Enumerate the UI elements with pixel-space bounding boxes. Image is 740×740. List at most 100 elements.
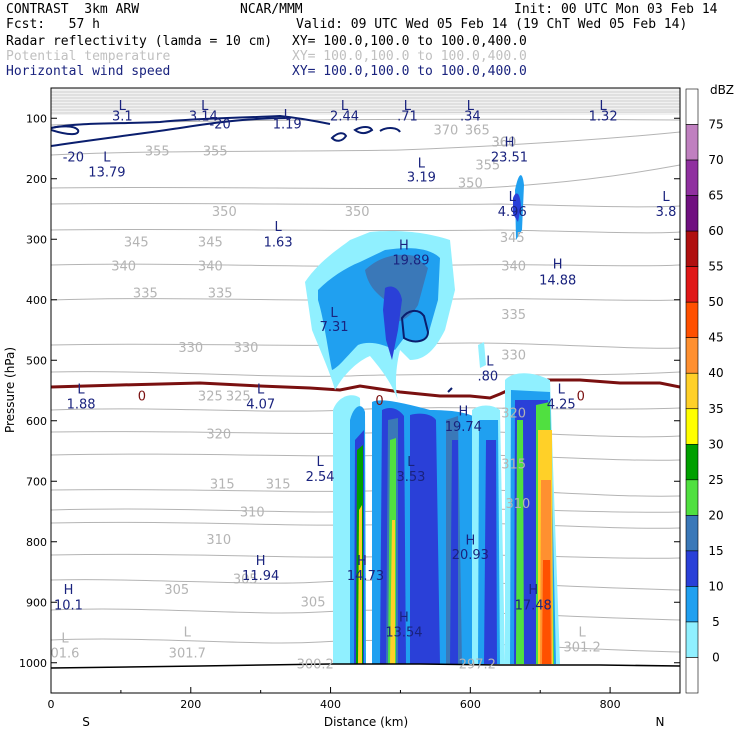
field-theta: Potential temperature bbox=[6, 49, 171, 64]
wind-label: L bbox=[407, 455, 415, 470]
colorbar-swatch bbox=[685, 657, 699, 694]
x-tick-label: 0 bbox=[48, 698, 55, 711]
theta-label: 355 bbox=[203, 145, 228, 160]
theta-label: 335 bbox=[133, 287, 158, 302]
colorbar-swatch bbox=[685, 337, 699, 374]
field-wind-xy: XY= 100.0,100.0 to 100.0,400.0 bbox=[292, 64, 527, 79]
theta-label: 365 bbox=[465, 123, 490, 138]
valid-time: Valid: 09 UTC Wed 05 Feb 14 (19 ChT Wed … bbox=[296, 17, 688, 32]
theta-label: 345 bbox=[198, 235, 223, 250]
x-tick-label: 800 bbox=[600, 698, 621, 711]
wind-label: L bbox=[599, 99, 607, 114]
colorbar-label: 35 bbox=[708, 402, 723, 416]
north-label: N bbox=[656, 715, 665, 729]
wind-label: 1.32 bbox=[589, 109, 618, 124]
wind-label: L bbox=[404, 99, 412, 114]
wind-label: 20.93 bbox=[452, 548, 489, 563]
wind-labels: L3.1L3.14L2.44L.71L.34L1.32L1.19-20-20H2… bbox=[51, 99, 676, 673]
wind-label: H bbox=[528, 583, 538, 598]
theta-label: 340 bbox=[111, 259, 136, 274]
wind-label: H bbox=[399, 610, 409, 625]
y-tick-label: 600 bbox=[26, 415, 47, 428]
x-axis: 0 200 400 600 800 bbox=[48, 687, 681, 711]
wind-label: -20 bbox=[63, 151, 84, 166]
theta-label: 360 bbox=[491, 135, 516, 150]
wind-label: 01.6 bbox=[51, 647, 80, 662]
wind-label: .34 bbox=[460, 109, 481, 124]
wind-label: H bbox=[553, 258, 563, 273]
wind-label: H bbox=[458, 405, 468, 420]
colorbar-label: 20 bbox=[708, 508, 723, 522]
wind-label: 3.53 bbox=[396, 470, 425, 485]
x-tick-label: 600 bbox=[460, 698, 481, 711]
wind-label: 13.54 bbox=[385, 626, 422, 641]
wind-label: L bbox=[486, 354, 494, 369]
wind-label: L bbox=[558, 382, 566, 397]
theta-label: 310 bbox=[206, 533, 231, 548]
theta-label: 370 bbox=[433, 123, 458, 138]
y-tick-label: 500 bbox=[26, 354, 47, 367]
wind-label: L bbox=[467, 99, 475, 114]
theta-label: 340 bbox=[501, 259, 526, 274]
colorbar-label: 50 bbox=[708, 295, 723, 309]
freezing-level-line bbox=[51, 378, 680, 400]
colorbar-swatch bbox=[685, 550, 699, 587]
wind-label: 301.2 bbox=[564, 641, 601, 656]
theta-label: 315 bbox=[210, 477, 235, 492]
theta-label: 340 bbox=[198, 259, 223, 274]
wind-label: L bbox=[341, 99, 349, 114]
wind-label: 300.2 bbox=[297, 658, 334, 673]
wind-label: L bbox=[316, 455, 324, 470]
wind-label: L bbox=[257, 382, 265, 397]
colorbar-swatch bbox=[685, 159, 699, 196]
forecast-hour: Fcst: 57 h bbox=[6, 17, 100, 32]
wind-label: .80 bbox=[477, 370, 498, 385]
wind-label: 3.19 bbox=[407, 171, 436, 186]
field-theta-xy: XY= 100.0,100.0 to 100.0,400.0 bbox=[292, 49, 527, 64]
colorbar-swatch bbox=[685, 230, 699, 267]
theta-label: 330 bbox=[234, 341, 259, 356]
wind-label: 0 bbox=[138, 390, 146, 405]
theta-label: 335 bbox=[208, 287, 233, 302]
wind-label: 4.96 bbox=[498, 205, 527, 220]
colorbar-label: 15 bbox=[708, 544, 723, 558]
theta-label: 325 bbox=[198, 390, 223, 405]
wind-label: 2.44 bbox=[330, 109, 359, 124]
init-time: Init: 00 UTC Mon 03 Feb 14 bbox=[514, 2, 718, 17]
wind-label: 14.73 bbox=[347, 569, 384, 584]
theta-label: 305 bbox=[164, 583, 189, 598]
wind-label: 3.1 bbox=[112, 109, 133, 124]
colorbar-swatch bbox=[685, 479, 699, 516]
colorbar-swatch bbox=[685, 443, 699, 481]
y-tick-label: 400 bbox=[26, 294, 47, 307]
wind-label: 1.88 bbox=[67, 397, 96, 412]
theta-label: 360 bbox=[491, 135, 516, 150]
x-tick-label: 400 bbox=[320, 698, 341, 711]
colorbar-label: 10 bbox=[708, 579, 723, 593]
theta-label: 345 bbox=[124, 235, 149, 250]
wind-label: 13.79 bbox=[88, 166, 125, 181]
theta-label: 350 bbox=[458, 177, 483, 192]
wind-label: 10.1 bbox=[54, 598, 83, 613]
wind-label: L bbox=[77, 382, 85, 397]
wind-label: H bbox=[399, 238, 409, 253]
theta-label: 325 bbox=[226, 390, 251, 405]
wind-label: 2.54 bbox=[306, 470, 335, 485]
y-tick-label: 800 bbox=[26, 536, 47, 549]
wind-label: 7.31 bbox=[320, 320, 349, 335]
colorbar-swatch bbox=[685, 195, 699, 232]
wind-label: L bbox=[284, 108, 292, 123]
wind-label: 19.74 bbox=[445, 420, 482, 435]
y-tick-label: 100 bbox=[26, 112, 47, 125]
theta-label: 350 bbox=[212, 205, 237, 220]
colorbar-label: 65 bbox=[708, 189, 723, 203]
theta-label: 335 bbox=[501, 308, 526, 323]
wind-label: 23.51 bbox=[491, 151, 528, 166]
theta-label: 310 bbox=[505, 497, 530, 512]
y-tick-label: 200 bbox=[26, 173, 47, 186]
field-reflectivity-xy: XY= 100.0,100.0 to 100.0,400.0 bbox=[292, 34, 527, 49]
wind-label: L bbox=[201, 99, 209, 114]
